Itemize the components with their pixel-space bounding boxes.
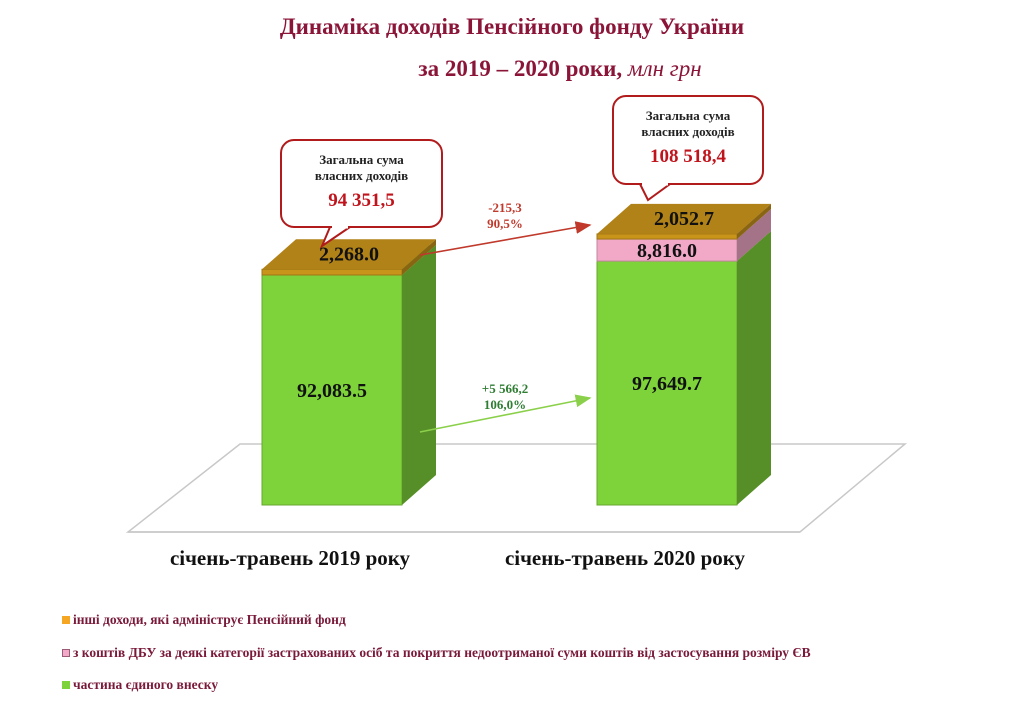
bar-segment: 2,268.0 (261, 239, 436, 276)
legend-item-state-budget: з коштів ДБУ за деякі категорії застрахо… (62, 645, 811, 661)
bar-front (261, 268, 403, 276)
callout-heading: Загальна сума (319, 152, 404, 167)
chart-floor (125, 443, 908, 533)
bar-segment: 2,052.7 (596, 203, 771, 240)
change-value: -215,3 (488, 200, 522, 215)
bar-front (596, 260, 738, 506)
callout-heading: власних доходів (315, 168, 408, 183)
data-label: 8,816.0 (637, 240, 697, 262)
callout-heading: Загальна сума (646, 108, 731, 123)
bar-side (737, 231, 771, 505)
change-value: +5 566,2 (482, 381, 528, 396)
callout-box (612, 95, 764, 185)
callout-total: 108 518,4 (650, 146, 727, 167)
category-label: січень-травень 2020 року (505, 546, 746, 570)
bar-segment: 97,649.7 (596, 231, 771, 506)
callout-pointer (638, 183, 674, 202)
bar-top (262, 239, 436, 270)
bar-top (597, 203, 771, 234)
subtitle-unit: млн грн (627, 56, 702, 81)
bar-front (596, 233, 738, 240)
bar-side (402, 244, 436, 506)
data-label: 2,052.7 (654, 208, 714, 230)
legend-swatch-other (62, 616, 70, 624)
category-label: січень-травень 2019 року (170, 546, 411, 570)
legend-item-contribution: частина єдиного внеску (62, 677, 218, 693)
legend-swatch-contribution (62, 681, 70, 689)
bar-side (737, 209, 771, 262)
callout-heading: власних доходів (641, 124, 734, 139)
bar-segment: 92,083.5 (261, 244, 436, 506)
bar-side (737, 203, 771, 240)
legend-swatch-state-budget (62, 649, 70, 657)
chart-subtitle: за 2019 – 2020 роки, млн грн (300, 56, 820, 82)
subtitle-years: за 2019 – 2020 роки, (418, 56, 623, 81)
change-percent: 106,0% (484, 397, 526, 412)
change-arrow (419, 221, 592, 256)
data-label: 97,649.7 (632, 373, 702, 395)
legend-label-state-budget: з коштів ДБУ за деякі категорії застрахо… (73, 645, 811, 660)
data-label: 92,083.5 (297, 380, 367, 402)
bar-side (402, 239, 436, 275)
change-arrow (419, 394, 592, 433)
change-percent: 90,5% (487, 216, 523, 231)
legend-label-contribution: частина єдиного внеску (73, 677, 219, 692)
data-label: 2,268.0 (319, 243, 379, 265)
chart-title: Динаміка доходів Пенсійного фонду Україн… (279, 14, 745, 39)
callout-total: 94 351,5 (328, 190, 395, 211)
callout-box (280, 139, 443, 228)
legend-label-other: інші доходи, які адмініструє Пенсійний ф… (73, 612, 346, 627)
legend-item-other: інші доходи, які адмініструє Пенсійний ф… (62, 612, 346, 628)
